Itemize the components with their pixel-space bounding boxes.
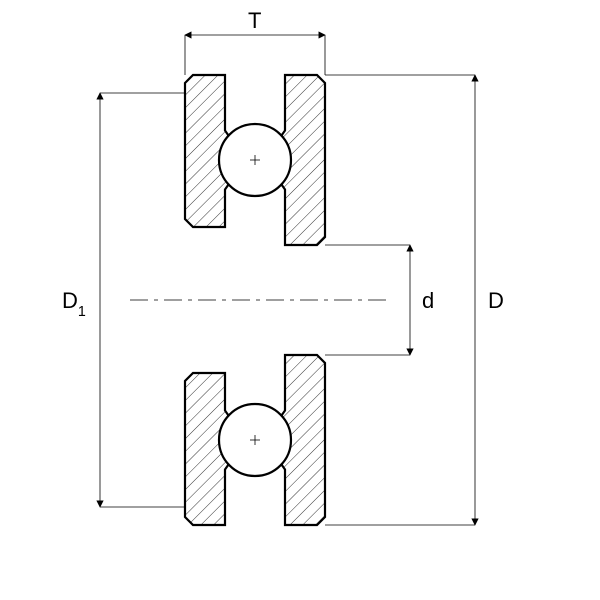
dim-label-D1: D1: [62, 288, 86, 320]
dim-label-T: T: [248, 8, 261, 33]
dim-label-d: d: [422, 288, 434, 313]
bearing-cross-section-diagram: T D1 d D: [0, 0, 600, 600]
dim-label-D: D: [488, 288, 504, 313]
